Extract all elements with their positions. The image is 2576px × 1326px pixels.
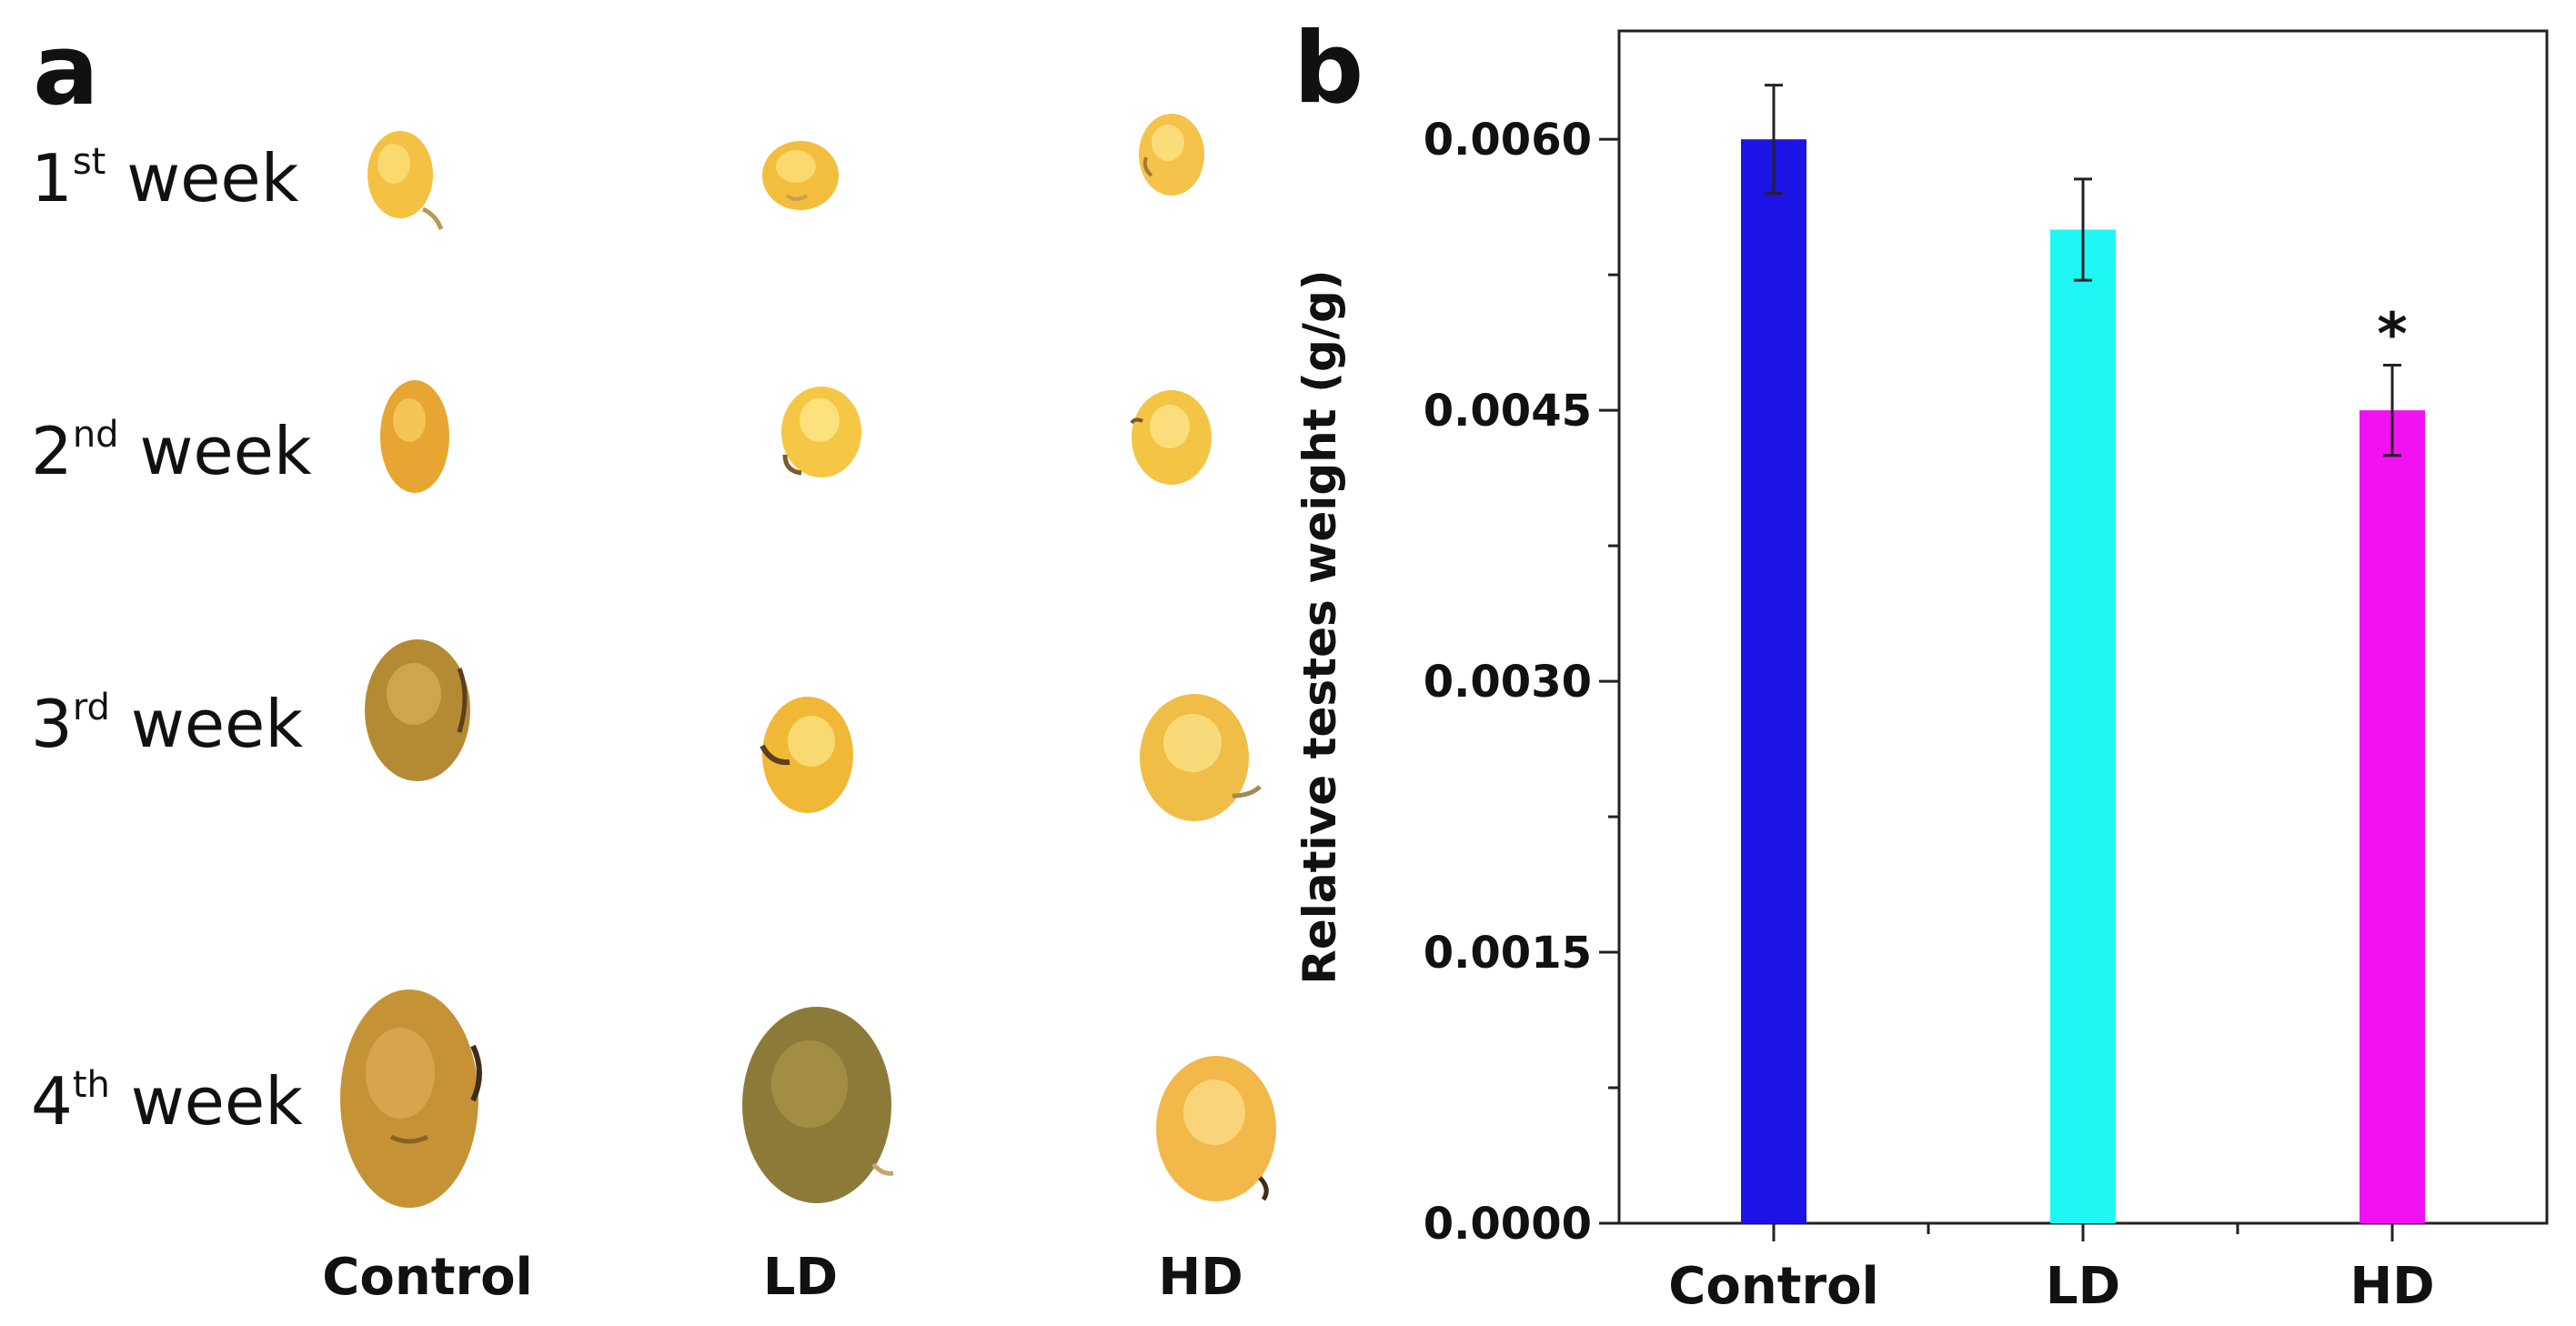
week-label-4: 4th week [31, 1063, 303, 1140]
testis-week1-hd [1139, 114, 1204, 196]
column-label-ld: LD [762, 1248, 839, 1307]
week-label-1: 1st week [31, 140, 299, 216]
y-tick-label: 0.0045 [1424, 386, 1592, 437]
column-label-hd: HD [1158, 1248, 1243, 1307]
bar-chart: 0.0000 0.0015 0.0030 0.0045 0.0060 Control LD *… [1293, 29, 2549, 1316]
y-tick-label: 0.0060 [1424, 115, 1592, 166]
testis-week1-control [367, 131, 444, 230]
significance-marker: * [2377, 301, 2407, 368]
y-axis-label: Relative testes weight (g/g) [1293, 269, 1346, 984]
testis-week3-ld [760, 697, 853, 813]
testis-week2-hd [1130, 390, 1212, 485]
week-label-3: 3rd week [31, 686, 304, 762]
testis-week2-ld [781, 387, 861, 477]
x-tick-label: HD [2350, 1257, 2434, 1316]
testis-week4-control [340, 989, 482, 1208]
testis-week2-control [380, 380, 449, 493]
x-tick-label: Control [1668, 1257, 1879, 1316]
column-label-control: Control [322, 1248, 533, 1307]
panel-a-letter: a [33, 14, 99, 127]
testis-week3-hd [1140, 694, 1262, 821]
bar-control [1741, 139, 1806, 1223]
bar-ld [2050, 229, 2116, 1223]
bar-hd [2360, 410, 2425, 1223]
testis-week4-hd [1156, 1056, 1276, 1201]
testis-week3-control [365, 639, 470, 781]
panel-a-photos: a 1st week 2nd week 3rd week 4th week [0, 0, 1276, 1326]
y-tick-label: 0.0015 [1424, 928, 1592, 979]
panel-b-letter: b [1293, 12, 1364, 126]
testis-week1-ld [762, 141, 839, 210]
testis-week4-ld [742, 1007, 894, 1203]
panel-b-chart: b 0.0000 0.0015 0.0030 0.0045 0.0060 Control L… [1273, 0, 2576, 1326]
x-tick-label: LD [2046, 1257, 2120, 1316]
y-tick-label: 0.0000 [1424, 1199, 1592, 1250]
week-label-2: 2nd week [31, 413, 312, 489]
y-tick-label: 0.0030 [1424, 657, 1592, 708]
